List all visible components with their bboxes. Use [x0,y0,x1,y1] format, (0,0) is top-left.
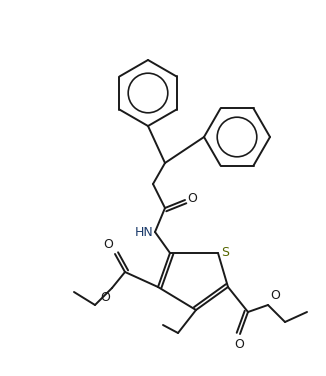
Text: O: O [234,338,244,351]
Text: O: O [270,289,280,302]
Text: O: O [187,193,197,206]
Text: O: O [103,238,113,251]
Text: O: O [100,291,110,304]
Text: HN: HN [134,226,153,238]
Text: S: S [221,246,229,259]
